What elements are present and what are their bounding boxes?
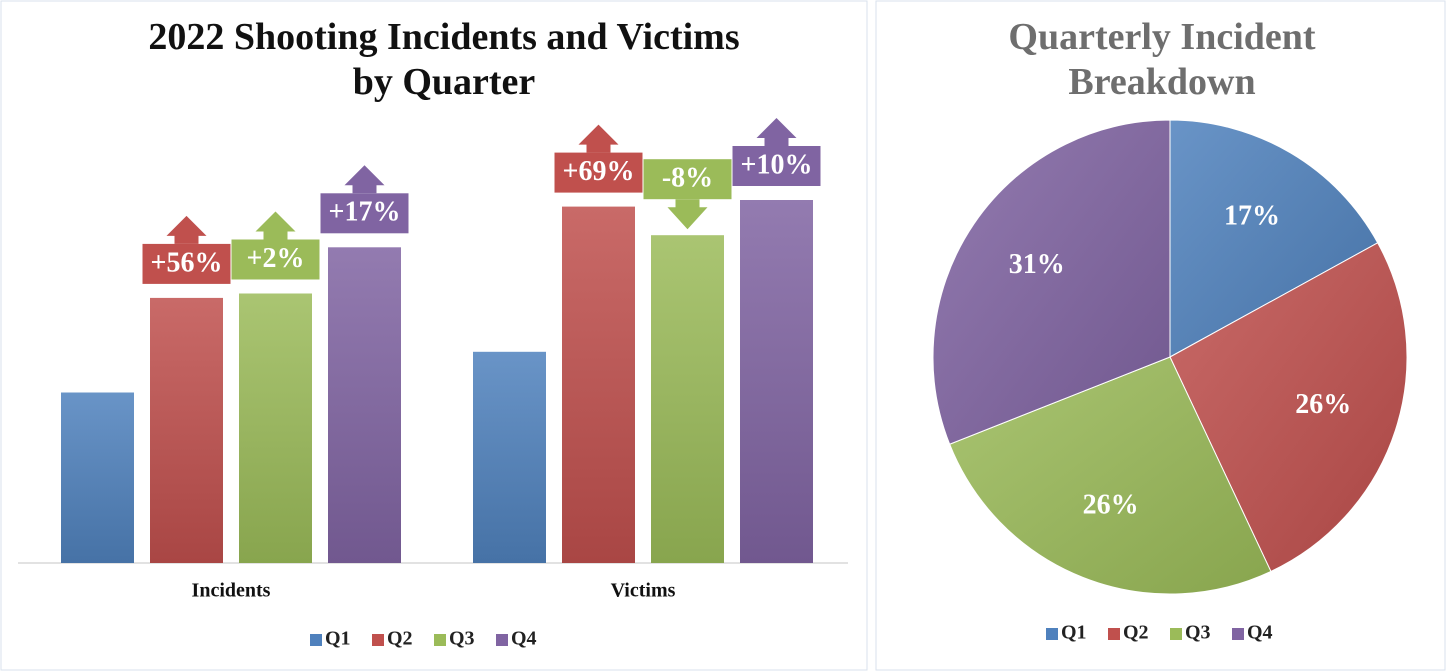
- annotation-box: [320, 193, 409, 234]
- bar: [562, 206, 635, 563]
- legend-label: Q3: [449, 628, 475, 650]
- legend-label: Q3: [1185, 622, 1211, 644]
- legend-label: Q4: [1247, 622, 1273, 644]
- annotation: +17%: [329, 197, 401, 228]
- data-label: 17%: [1224, 201, 1280, 232]
- arrow-up: [255, 211, 296, 240]
- annotation: +10%: [741, 149, 813, 180]
- legend-swatch: [1170, 628, 1182, 640]
- legend-label: Q1: [325, 628, 351, 650]
- pie-slice: [1169, 119, 1379, 358]
- legend-label: Q2: [1123, 622, 1149, 644]
- legend-swatch: [496, 634, 508, 646]
- arrow-down: [667, 199, 708, 230]
- annotation-box: [554, 152, 643, 193]
- bar: [150, 297, 223, 563]
- pie-slice: [1169, 242, 1408, 573]
- annotation: +56%: [151, 247, 223, 278]
- legend-label: Q4: [511, 628, 537, 650]
- data-label: 26%: [1295, 389, 1351, 420]
- chart-title: Quarterly Incident Breakdown: [1008, 16, 1315, 103]
- annotation: +2%: [247, 243, 305, 274]
- annotation: +69%: [563, 156, 635, 187]
- chart-title: 2022 Shooting Incidents and Victims by Qu…: [148, 16, 739, 103]
- data-label: 26%: [1083, 489, 1139, 520]
- legend-swatch: [372, 634, 384, 646]
- arrow-up: [166, 215, 207, 244]
- pie-slice: [948, 356, 1272, 595]
- pie-slice: [932, 119, 1171, 445]
- bar: [239, 293, 312, 563]
- legend-swatch: [310, 634, 322, 646]
- annotation-box: [142, 243, 231, 284]
- legend-label: Q1: [1061, 622, 1087, 644]
- legend-swatch: [1108, 628, 1120, 640]
- arrow-up: [578, 124, 619, 153]
- bar: [473, 351, 546, 563]
- annotation-box: [732, 146, 821, 186]
- annotation: -8%: [662, 163, 713, 194]
- bar: [61, 392, 134, 563]
- arrow-up: [344, 165, 385, 194]
- bar: [651, 235, 724, 563]
- annotation-box: [643, 159, 732, 200]
- legend-swatch: [1046, 628, 1058, 640]
- legend-swatch: [434, 634, 446, 646]
- data-label: 31%: [1009, 249, 1065, 280]
- x-tick-label: Victims: [611, 580, 676, 602]
- x-tick-label: Incidents: [192, 580, 271, 602]
- arrow-up: [756, 118, 797, 146]
- annotation-box: [231, 239, 320, 280]
- bar: [328, 247, 401, 564]
- bar: [740, 200, 813, 563]
- legend-label: Q2: [387, 628, 413, 650]
- legend-swatch: [1232, 628, 1244, 640]
